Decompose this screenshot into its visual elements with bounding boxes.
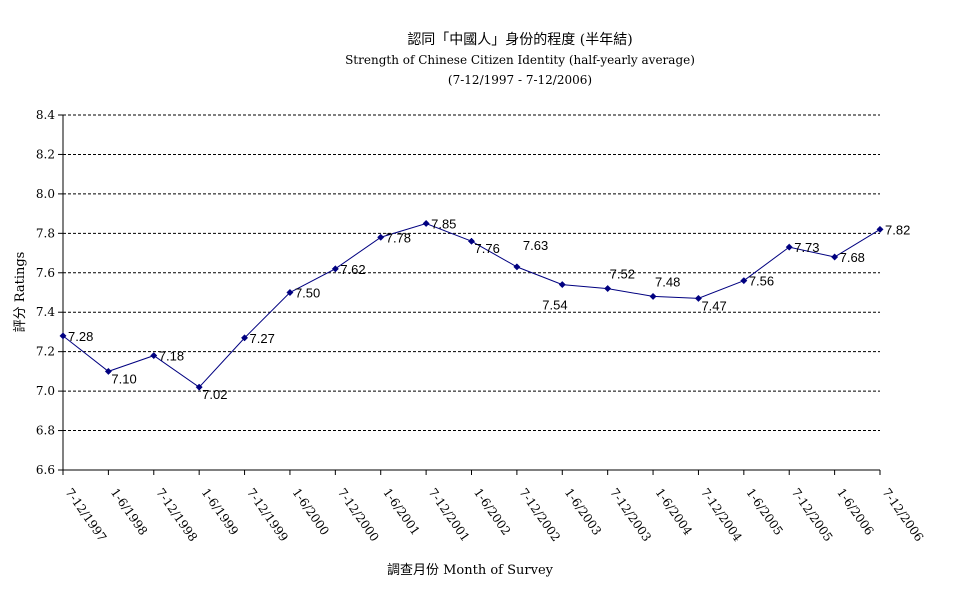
data-label: 7.85 <box>431 216 456 231</box>
data-label: 7.54 <box>542 298 567 313</box>
axes <box>58 114 881 475</box>
data-point <box>785 243 793 251</box>
x-tick-label: 1-6/2004 <box>653 486 696 538</box>
data-point <box>422 219 430 228</box>
y-axis-title: 評分 Ratings <box>13 252 28 333</box>
data-point <box>104 367 112 375</box>
data-label: 7.73 <box>794 240 819 255</box>
data-label: 7.48 <box>655 274 680 289</box>
chart-subtitle-range: (7-12/1997 - 7-12/2006) <box>448 73 592 87</box>
data-point <box>377 233 385 241</box>
x-tick-label: 1-6/1999 <box>199 486 241 538</box>
x-tick-label: 7-12/2002 <box>516 486 563 544</box>
data-point <box>150 352 158 360</box>
data-point <box>876 225 884 233</box>
y-tick-label: 8.4 <box>36 108 55 122</box>
data-label: 7.02 <box>202 387 227 402</box>
data-label: 7.82 <box>885 222 910 237</box>
x-tick-label: 1-6/2001 <box>380 486 422 538</box>
x-tick-label: 1-6/2002 <box>471 486 513 538</box>
y-tick-labels: 6.6 6.8 7.0 7.2 7.4 7.6 7.8 8.0 8.2 8.4 <box>36 108 55 477</box>
data-label: 7.78 <box>386 230 411 245</box>
x-tick-label: 7-12/2003 <box>607 486 654 544</box>
data-point <box>59 332 67 340</box>
data-label: 7.47 <box>701 298 726 313</box>
data-label: 7.18 <box>159 349 184 364</box>
data-point <box>740 277 748 285</box>
x-tick-label: 1-6/2006 <box>834 486 876 538</box>
x-tick-label: 7-12/2004 <box>698 486 745 545</box>
data-label: 7.28 <box>68 329 93 344</box>
y-tick-label: 7.8 <box>36 226 55 240</box>
data-label: 7.10 <box>111 371 136 386</box>
x-tick-label: 1-6/2003 <box>562 486 604 538</box>
x-tick-label: 1-6/1998 <box>108 486 150 538</box>
y-tick-label: 7.4 <box>36 305 55 319</box>
data-labels: 7.28 7.10 7.18 7.02 7.27 7.50 7.62 7.78 7.85 7.76… <box>68 216 910 402</box>
data-label: 7.68 <box>840 250 865 265</box>
x-tick-label: 7-12/2006 <box>880 486 927 544</box>
y-tick-label: 8.0 <box>36 187 55 201</box>
chart-title: 認同「中國人」身份的程度 (半年結) <box>407 32 632 48</box>
x-tick-label: 7-12/1999 <box>244 486 291 544</box>
data-point <box>467 237 476 245</box>
data-point <box>558 281 566 289</box>
data-point <box>331 265 339 273</box>
data-point <box>604 285 612 293</box>
data-label: 7.56 <box>749 274 774 289</box>
chart-subtitle: Strength of Chinese Citizen Identity (ha… <box>345 53 695 67</box>
y-tick-label: 6.6 <box>36 463 55 477</box>
data-point <box>195 383 203 391</box>
data-label: 7.62 <box>340 262 365 277</box>
y-tick-label: 7.2 <box>36 345 55 359</box>
series-line <box>62 222 881 388</box>
y-tick-label: 6.8 <box>36 424 55 438</box>
data-point <box>286 288 294 297</box>
data-markers <box>59 219 884 391</box>
data-label: 7.76 <box>475 241 500 256</box>
x-tick-label: 1-6/2005 <box>743 486 785 538</box>
x-tick-label: 7-12/2005 <box>789 486 836 544</box>
data-point <box>649 292 657 300</box>
data-label: 7.63 <box>523 238 548 253</box>
data-point <box>831 253 839 261</box>
data-label: 7.50 <box>295 286 320 301</box>
y-tick-label: 8.2 <box>36 147 55 161</box>
x-tick-label: 1-6/2000 <box>289 486 331 538</box>
x-tick-label: 7-12/2001 <box>426 486 473 544</box>
x-axis-title: 調查月份 Month of Survey <box>387 563 554 578</box>
data-point <box>241 334 249 342</box>
data-label: 7.52 <box>610 267 635 282</box>
x-tick-label: 7-12/2000 <box>335 486 382 544</box>
y-tick-label: 7.6 <box>36 266 55 280</box>
data-label: 7.27 <box>250 331 275 346</box>
gridlines <box>63 114 880 432</box>
x-tick-label: 7-12/1998 <box>153 486 200 544</box>
y-tick-label: 7.0 <box>36 384 55 398</box>
series-line-group <box>62 222 881 388</box>
data-point <box>694 294 702 302</box>
x-tick-label: 7-12/1997 <box>63 486 110 544</box>
data-point <box>513 263 521 271</box>
